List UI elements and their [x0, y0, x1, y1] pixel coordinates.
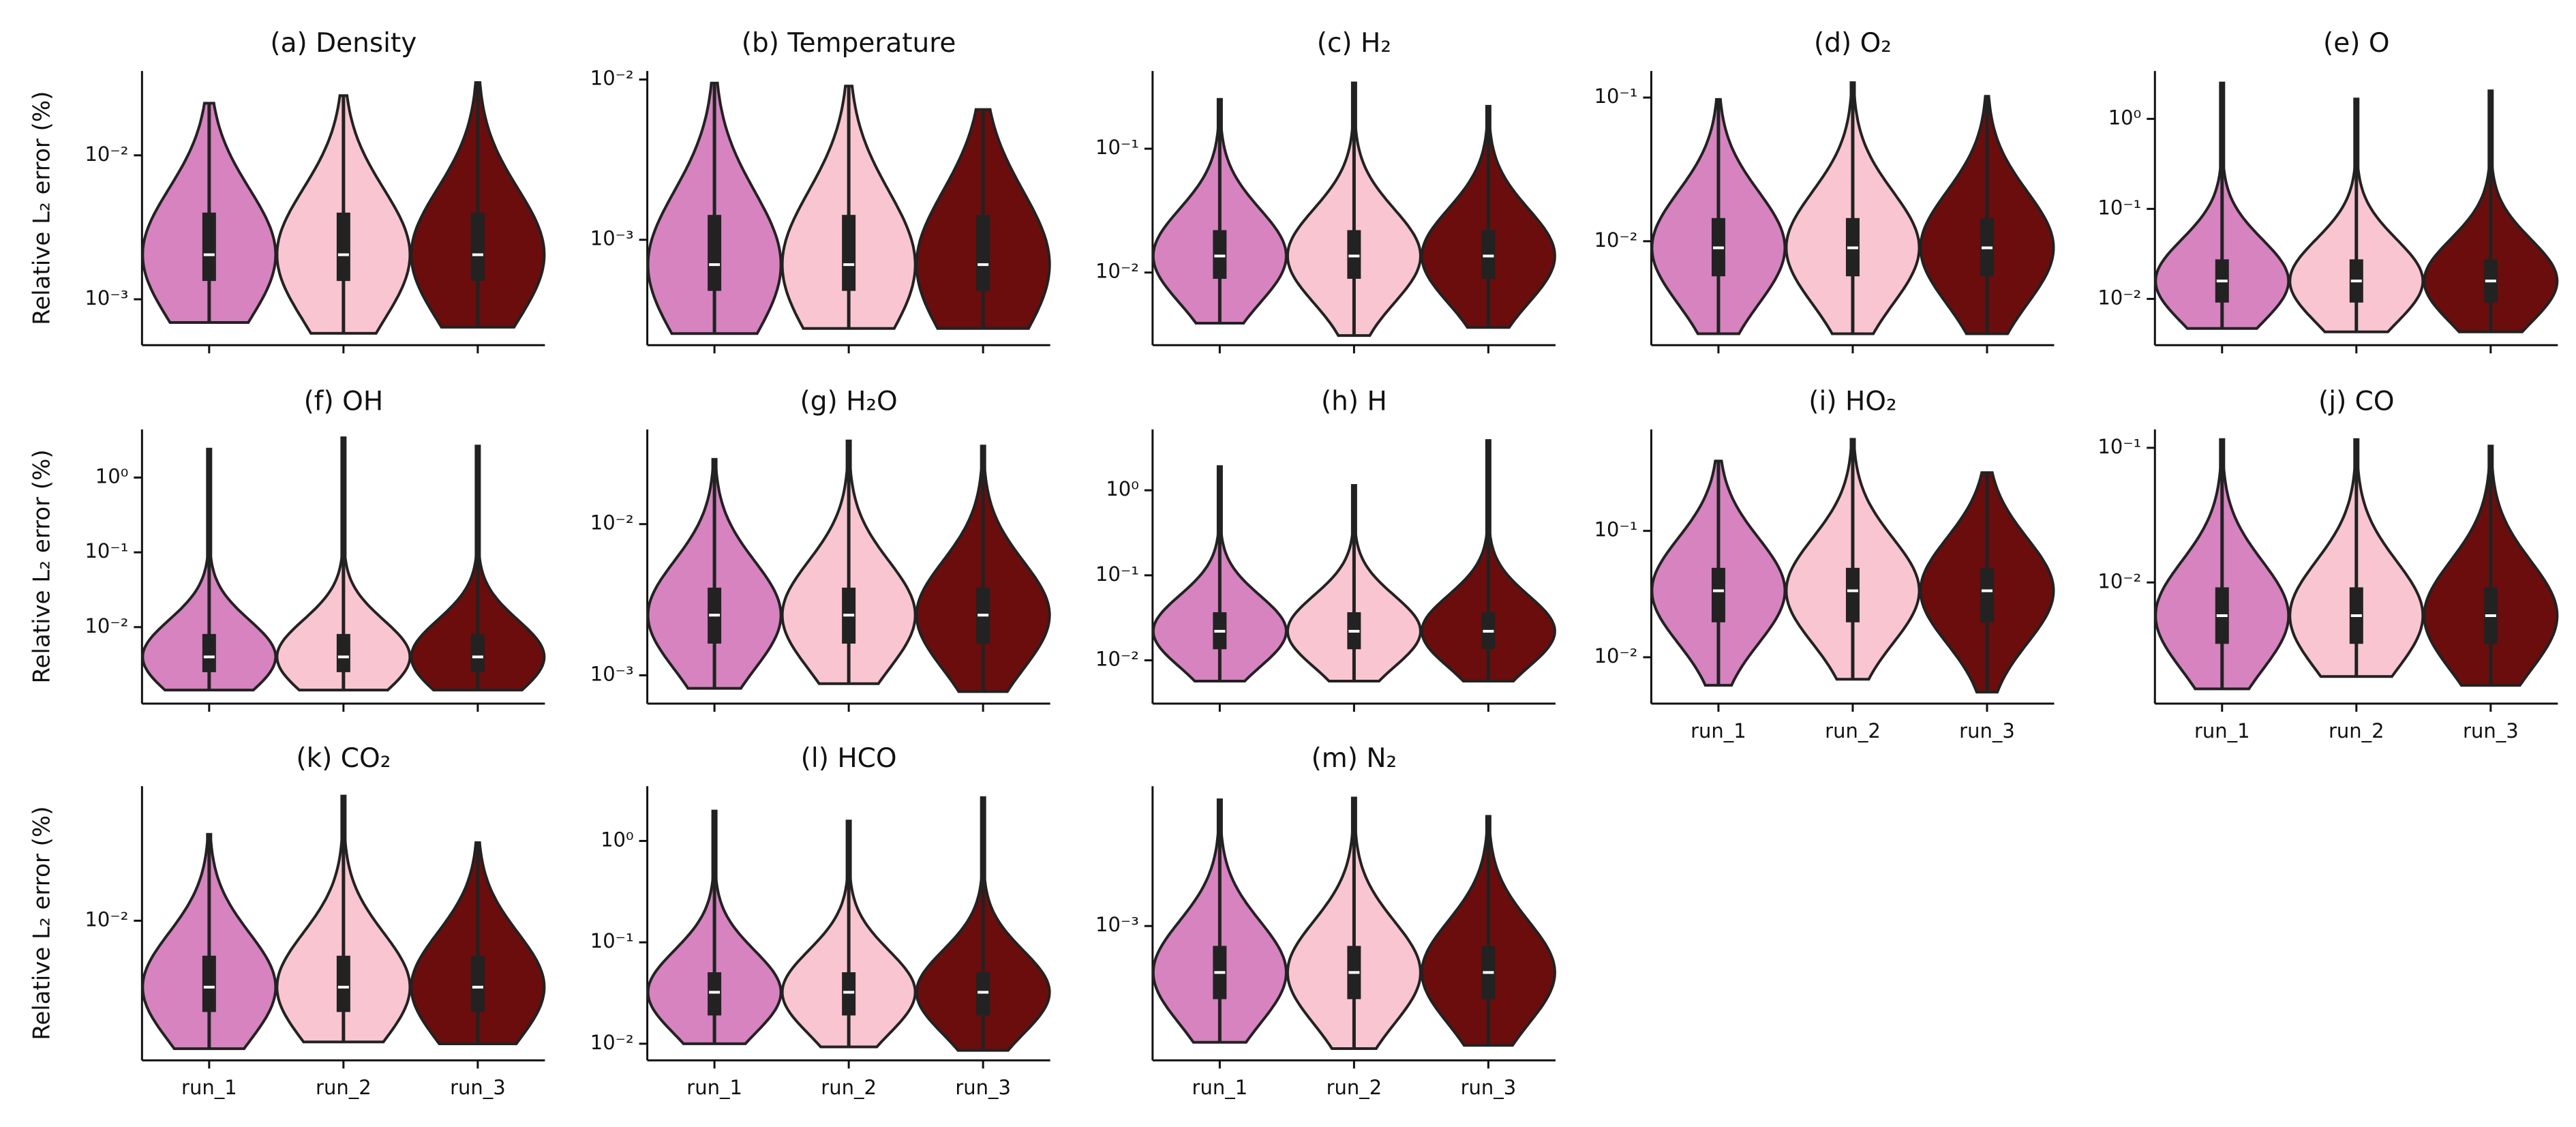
y-tick-label: 10⁻³: [1095, 913, 1139, 936]
panel-title: (c) H₂: [1317, 28, 1391, 59]
y-tick-label: 10⁻²: [1095, 648, 1139, 671]
y-tick-label: 10⁻³: [590, 662, 634, 685]
panel-title: (j) CO: [2318, 387, 2395, 417]
panel-title: (a) Density: [270, 28, 416, 59]
y-tick-label: 10⁻¹: [2097, 196, 2141, 219]
x-tick-label: run_3: [450, 1076, 506, 1099]
panel-title: (e) O: [2323, 28, 2390, 59]
y-tick-label: 10⁻¹: [1594, 518, 1638, 541]
x-tick-label: run_2: [2329, 719, 2384, 742]
iqr-box: [1980, 567, 1994, 622]
panel-title: (f) OH: [304, 387, 384, 417]
iqr-box: [1845, 567, 1860, 622]
y-tick-label: 10⁻²: [2097, 569, 2141, 592]
iqr-box: [1347, 230, 1361, 279]
panel-title: (l) HCO: [801, 743, 897, 774]
panel-title: (h) H: [1321, 387, 1387, 417]
x-tick-label: run_1: [1691, 719, 1746, 742]
y-tick-label: 10⁻²: [590, 67, 634, 90]
panel-title: (g) H₂O: [800, 387, 898, 417]
x-tick-label: run_1: [2194, 719, 2250, 742]
x-tick-label: run_2: [1825, 719, 1881, 742]
iqr-box: [976, 215, 990, 291]
iqr-box: [470, 955, 485, 1012]
iqr-box: [336, 955, 350, 1012]
y-tick-label: 10⁻²: [85, 614, 128, 637]
iqr-box: [202, 955, 216, 1012]
y-tick-label: 10⁻¹: [1594, 85, 1638, 108]
x-tick-label: run_3: [2463, 719, 2519, 742]
x-tick-label: run_3: [955, 1076, 1011, 1099]
y-tick-label: 10⁻¹: [590, 929, 634, 952]
y-tick-label: 10⁻¹: [1095, 136, 1139, 159]
iqr-box: [1711, 567, 1725, 622]
panel-title: (b) Temperature: [742, 28, 956, 59]
iqr-box: [708, 972, 722, 1016]
y-tick-label: 10⁻²: [85, 142, 128, 166]
panel-title: (d) O₂: [1814, 28, 1892, 59]
y-tick-label: 10⁻²: [590, 511, 634, 535]
x-tick-label: run_3: [1461, 1076, 1517, 1099]
y-tick-label: 10⁰: [95, 464, 129, 487]
y-axis-label: Relative L₂ error (%): [28, 91, 55, 325]
iqr-box: [708, 215, 722, 291]
iqr-box: [336, 212, 350, 282]
iqr-box: [842, 972, 856, 1016]
iqr-box: [336, 633, 350, 672]
x-tick-label: run_2: [821, 1076, 877, 1099]
iqr-box: [470, 633, 485, 672]
y-tick-label: 10⁻²: [590, 1031, 634, 1054]
y-axis-label: Relative L₂ error (%): [28, 449, 55, 683]
iqr-box: [976, 972, 990, 1016]
x-tick-label: run_3: [1959, 719, 2015, 742]
y-tick-label: 10⁻¹: [85, 539, 128, 562]
y-tick-label: 10⁻²: [1095, 260, 1139, 283]
y-axis-label: Relative L₂ error (%): [28, 807, 55, 1040]
iqr-box: [842, 215, 856, 291]
iqr-box: [202, 212, 216, 282]
iqr-box: [202, 633, 216, 672]
y-tick-label: 10⁻³: [85, 286, 128, 310]
y-tick-label: 10⁻¹: [1095, 562, 1139, 586]
y-tick-label: 10⁻²: [1594, 644, 1638, 667]
iqr-box: [1481, 230, 1496, 279]
y-tick-label: 10⁰: [601, 828, 634, 851]
y-tick-label: 10⁻²: [2097, 286, 2141, 309]
y-tick-label: 10⁻³: [590, 227, 634, 250]
y-tick-label: 10⁻²: [1594, 228, 1638, 252]
iqr-box: [470, 212, 485, 282]
x-tick-label: run_2: [316, 1076, 372, 1099]
x-tick-label: run_2: [1327, 1076, 1382, 1099]
panel-title: (k) CO₂: [296, 743, 391, 774]
y-tick-label: 10⁰: [1106, 477, 1139, 500]
y-tick-label: 10⁰: [2108, 106, 2142, 129]
x-tick-label: run_1: [181, 1076, 237, 1099]
iqr-box: [1213, 230, 1227, 279]
x-tick-label: run_1: [686, 1076, 742, 1099]
panel-title: (i) HO₂: [1808, 387, 1896, 417]
y-tick-label: 10⁻¹: [2097, 435, 2141, 458]
panel-title: (m) N₂: [1312, 743, 1397, 774]
x-tick-label: run_1: [1192, 1076, 1248, 1099]
y-tick-label: 10⁻²: [85, 907, 128, 931]
